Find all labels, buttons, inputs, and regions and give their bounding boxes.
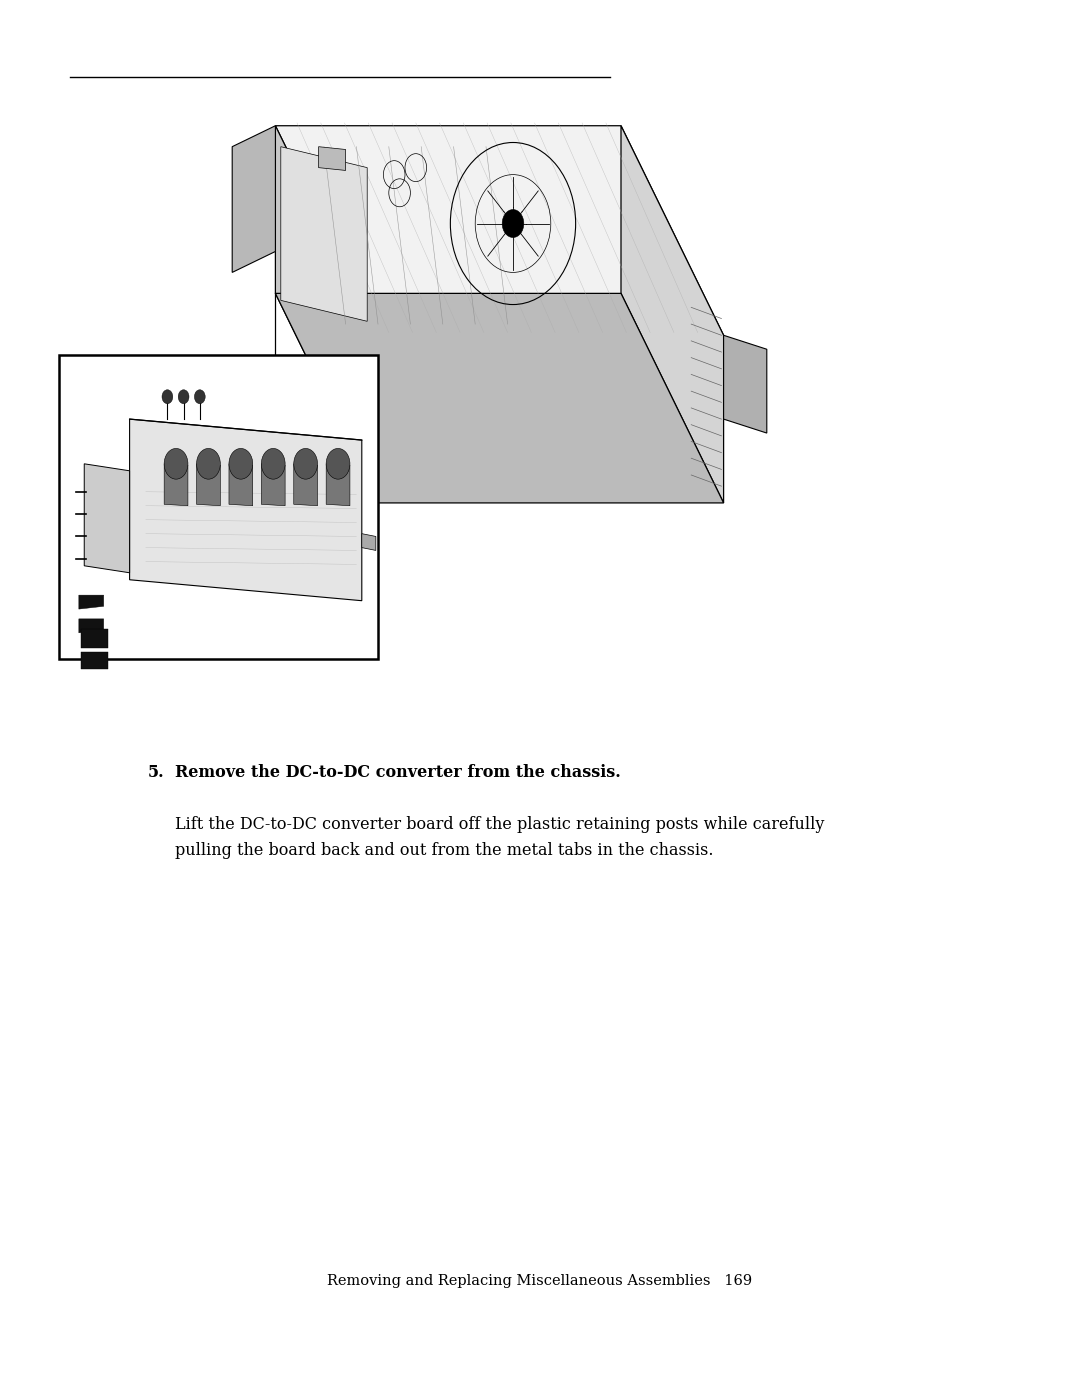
Polygon shape xyxy=(79,619,104,633)
Polygon shape xyxy=(229,464,253,506)
Circle shape xyxy=(294,448,318,479)
Polygon shape xyxy=(79,595,104,609)
Circle shape xyxy=(164,448,188,479)
Polygon shape xyxy=(621,126,724,503)
Polygon shape xyxy=(281,147,367,321)
Text: 5.: 5. xyxy=(148,764,164,781)
FancyBboxPatch shape xyxy=(59,355,378,659)
Polygon shape xyxy=(294,464,318,506)
Polygon shape xyxy=(232,126,275,272)
Polygon shape xyxy=(326,464,350,506)
Circle shape xyxy=(162,390,173,404)
Polygon shape xyxy=(81,629,108,648)
Polygon shape xyxy=(261,464,285,506)
Polygon shape xyxy=(275,126,378,503)
Polygon shape xyxy=(724,335,767,433)
Circle shape xyxy=(261,448,285,479)
Polygon shape xyxy=(81,652,108,669)
Polygon shape xyxy=(164,464,188,506)
Polygon shape xyxy=(362,534,376,550)
Circle shape xyxy=(229,448,253,479)
Polygon shape xyxy=(84,464,130,573)
Text: Remove the DC-to-DC converter from the chassis.: Remove the DC-to-DC converter from the c… xyxy=(175,764,621,781)
Polygon shape xyxy=(275,126,724,335)
Circle shape xyxy=(194,390,205,404)
Circle shape xyxy=(197,448,220,479)
Circle shape xyxy=(178,390,189,404)
Circle shape xyxy=(502,210,524,237)
Polygon shape xyxy=(197,464,220,506)
Text: Removing and Replacing Miscellaneous Assemblies   169: Removing and Replacing Miscellaneous Ass… xyxy=(327,1274,753,1288)
Polygon shape xyxy=(275,293,724,503)
Polygon shape xyxy=(319,147,346,170)
Polygon shape xyxy=(130,419,362,601)
Text: Lift the DC-to-DC converter board off the plastic retaining posts while carefull: Lift the DC-to-DC converter board off th… xyxy=(175,816,824,833)
Circle shape xyxy=(326,448,350,479)
Text: pulling the board back and out from the metal tabs in the chassis.: pulling the board back and out from the … xyxy=(175,842,714,859)
